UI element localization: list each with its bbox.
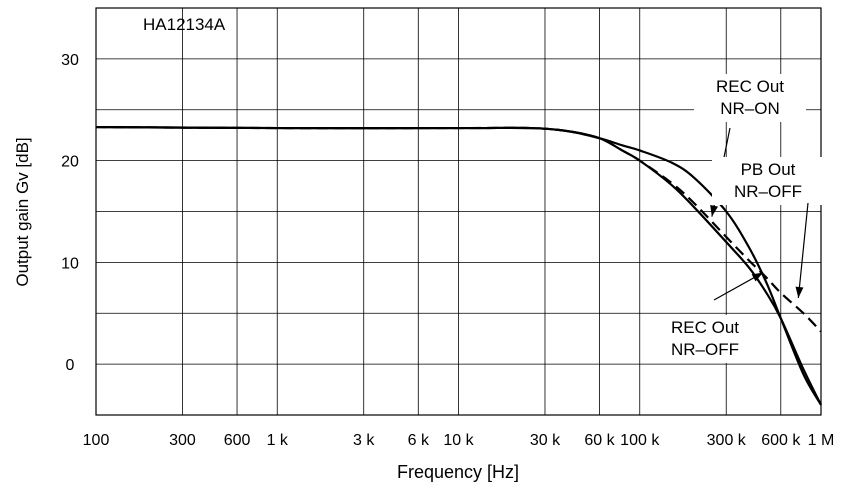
x-tick-label: 1 k — [267, 432, 289, 449]
series-lines — [95, 125, 822, 406]
annotation-backing — [694, 74, 806, 122]
annotation-arrow — [797, 202, 809, 299]
x-tick-label: 1 M — [808, 432, 835, 449]
y-tick-label: 0 — [66, 357, 75, 374]
annotation-text: REC Out — [716, 77, 784, 96]
series-line-3 — [95, 125, 822, 406]
chart-title: HA12134A — [143, 15, 226, 34]
annotation-text: NR–ON — [720, 99, 780, 118]
x-tick-label: 300 k — [707, 432, 747, 449]
annotation-3: REC Out NR–OFF — [649, 272, 764, 363]
annotation-arrowhead — [795, 286, 804, 298]
x-tick-label: 600 — [224, 432, 251, 449]
x-tick-label: 30 k — [530, 432, 561, 449]
x-tick-label: 300 — [169, 432, 196, 449]
annotation-text: PB Out — [741, 160, 796, 179]
annotation-1: REC Out NR–ON — [694, 74, 806, 217]
annotation-text: NR–OFF — [734, 182, 802, 201]
annotations: REC Out NR–ON PB Out NR–OFF REC Out NR–OFF — [649, 74, 824, 363]
annotation-arrowhead — [751, 272, 764, 282]
x-tick-label: 60 k — [584, 432, 615, 449]
x-tick-labels: 100 300 600 1 k 3 k 6 k 10 k 30 k 60 k 100 k 300 k… — [83, 432, 835, 449]
annotation-2: PB Out NR–OFF — [712, 157, 824, 299]
annotation-arrowhead — [710, 205, 719, 217]
x-tick-label: 100 k — [620, 432, 660, 449]
annotation-text: NR–OFF — [671, 340, 739, 359]
y-axis-label: Output gain Gv [dB] — [13, 137, 32, 286]
x-tick-label: 10 k — [443, 432, 474, 449]
plot-frame — [95, 7, 822, 416]
annotation-text: REC Out — [671, 318, 739, 337]
x-tick-label: 600 k — [761, 432, 801, 449]
x-tick-label: 100 — [83, 432, 110, 449]
y-tick-labels: 0 10 20 30 — [61, 52, 79, 374]
annotation-backing — [649, 315, 761, 363]
y-tick-label: 30 — [61, 52, 79, 69]
annotation-backing — [712, 157, 824, 205]
y-tick-label: 10 — [61, 255, 79, 272]
x-tick-label: 6 k — [408, 432, 430, 449]
x-axis-label: Frequency [Hz] — [397, 462, 519, 482]
x-tick-label: 3 k — [353, 432, 375, 449]
y-tick-label: 20 — [61, 154, 79, 171]
